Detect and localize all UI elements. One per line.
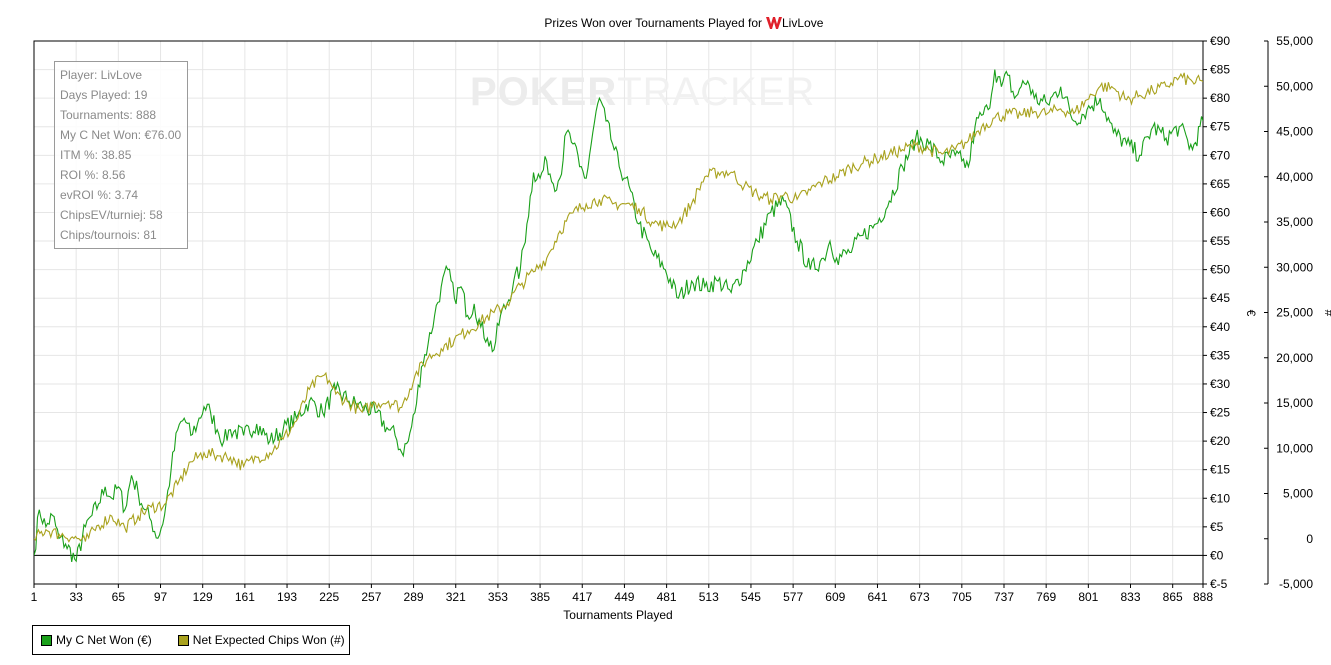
y-left-tick-label: €50 [1210,263,1230,277]
y-left-tick-label: €35 [1210,348,1230,362]
y-left-tick-label: €85 [1210,63,1230,77]
x-tick-label: 97 [154,590,168,604]
x-tick-label: 129 [193,590,213,604]
x-tick-label: 257 [361,590,381,604]
x-tick-label: 673 [910,590,930,604]
y-left-tick-label: €40 [1210,320,1230,334]
y-left-tick-label: €90 [1210,34,1230,48]
y-right-tick-label: 45,000 [1276,125,1313,139]
stat-chips-per-tournament: Chips/tournois: 81 [60,228,157,242]
y-left-tick-label: €60 [1210,205,1230,219]
x-tick-label: 801 [1078,590,1098,604]
site-logo-icon [766,17,782,29]
plot-area [33,40,1204,585]
y-left-tick-label: €20 [1210,434,1230,448]
y-right-tick-label: 5,000 [1283,487,1313,501]
legend-item-net-won[interactable]: My C Net Won (€) [41,633,152,647]
y-right-tick-label: 55,000 [1276,34,1313,48]
stat-player: Player: LivLove [60,68,143,82]
y-left-tick-label: €80 [1210,91,1230,105]
x-tick-label: 193 [277,590,297,604]
y-right-tick-label: 0 [1306,532,1313,546]
y-left-tick-label: €15 [1210,463,1230,477]
legend-item-expected-chips[interactable]: Net Expected Chips Won (#) [177,633,345,647]
y-right-tick-label: 40,000 [1276,170,1313,184]
legend: My C Net Won (€) Net Expected Chips Won … [32,625,350,655]
x-tick-label: 737 [994,590,1014,604]
y-left-tick-label: €5 [1210,520,1224,534]
x-tick-label: 888 [1193,590,1213,604]
x-tick-label: 289 [404,590,424,604]
x-tick-label: 481 [657,590,677,604]
y-right-tick-label: -5,000 [1279,577,1313,591]
y-right-tick-label: 25,000 [1276,306,1313,320]
y-right-tick-label: 10,000 [1276,441,1313,455]
y-left-tick-label: €45 [1210,291,1230,305]
x-tick-label: 769 [1036,590,1056,604]
x-tick-label: 161 [235,590,255,604]
watermark-light: TRACKER [617,70,816,114]
y-right-axis-label: # [1322,310,1331,317]
chart-title-player: LivLove [782,16,824,30]
x-tick-label: 321 [446,590,466,604]
stat-chipsev: ChipsEV/turniej: 58 [60,208,163,222]
y-left-tick-label: €65 [1210,177,1230,191]
y-left-tick-label: €70 [1210,148,1230,162]
stat-evroi: evROI %: 3.74 [60,188,139,202]
y-left-tick-label: €0 [1210,548,1224,562]
stat-days-played: Days Played: 19 [60,88,148,102]
x-tick-label: 609 [825,590,845,604]
stat-roi: ROI %: 8.56 [60,168,126,182]
x-tick-label: 705 [952,590,972,604]
x-axis: 1 33 65 97 129 161 193 225 257 289 321 353 385 417 449… [31,584,1213,604]
y-left-axis: €-5 €0 €5 €10 €15 €20 €25 €30 €35 €40 €45 €50 €55 €60… [1203,34,1230,591]
x-tick-label: 65 [112,590,126,604]
y-left-tick-label: €-5 [1210,577,1228,591]
stat-tournaments: Tournaments: 888 [60,108,157,122]
x-tick-label: 417 [572,590,592,604]
legend-swatch-net-won [41,634,52,646]
x-tick-label: 1 [31,590,38,604]
y-right-tick-label: 20,000 [1276,351,1313,365]
y-left-tick-label: €55 [1210,234,1230,248]
y-left-tick-label: €10 [1210,491,1230,505]
y-right-tick-label: 15,000 [1276,396,1313,410]
x-tick-label: 385 [530,590,550,604]
x-axis-label: Tournaments Played [563,608,672,622]
chart-title: Prizes Won over Tournaments Played for L… [544,16,823,30]
stats-box: Player: LivLove Days Played: 19 Tourname… [54,61,188,249]
x-tick-label: 353 [488,590,508,604]
x-tick-label: 449 [614,590,634,604]
y-left-tick-label: €75 [1210,120,1230,134]
y-right-tick-label: 35,000 [1276,215,1313,229]
legend-label-net-won: My C Net Won (€) [56,633,152,647]
x-tick-label: 865 [1163,590,1183,604]
grid [33,40,1204,585]
series-line-0 [34,69,1203,563]
x-tick-label: 33 [69,590,83,604]
x-tick-label: 545 [741,590,761,604]
stat-itm: ITM %: 38.85 [60,148,132,162]
watermark-bold: POKER [470,70,618,114]
x-tick-label: 225 [319,590,339,604]
x-tick-label: 577 [783,590,803,604]
watermark-logo: POKERTRACKER [470,70,815,115]
x-tick-label: 641 [867,590,887,604]
y-left-axis-label: € [1244,310,1258,317]
y-left-tick-label: €25 [1210,406,1230,420]
stat-net-won: My C Net Won: €76.00 [60,128,182,142]
series-line-1 [34,72,1203,543]
y-left-tick-label: €30 [1210,377,1230,391]
x-tick-label: 833 [1120,590,1140,604]
y-right-tick-label: 50,000 [1276,79,1313,93]
legend-label-expected-chips: Net Expected Chips Won (#) [192,633,345,647]
chart-title-text: Prizes Won over Tournaments Played for [544,16,762,30]
series-group [34,69,1203,563]
legend-swatch-expected-chips [177,634,189,646]
y-right-axis: -5,000 0 5,000 10,000 15,000 20,000 25,000 30,0… [1264,34,1313,591]
x-tick-label: 513 [699,590,719,604]
y-right-tick-label: 30,000 [1276,260,1313,274]
